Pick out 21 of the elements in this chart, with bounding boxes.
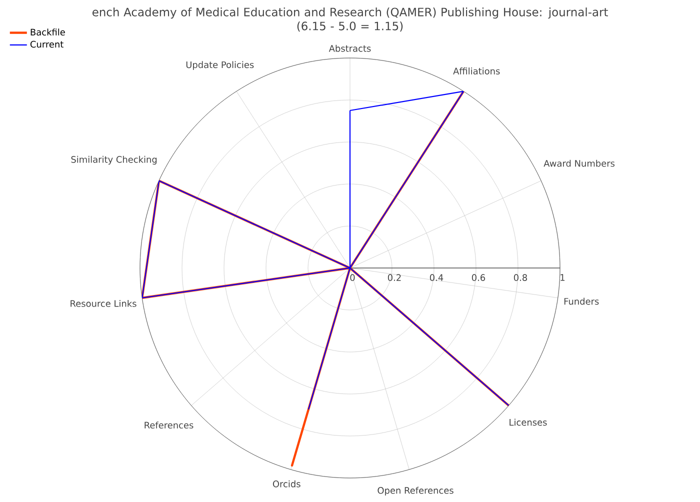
spoke-label: Abstracts: [328, 45, 371, 52]
legend-label: Current: [30, 41, 64, 48]
legend-label: Backfile: [30, 28, 65, 36]
spoke-label: Affiliations: [453, 68, 500, 75]
y-tick-label: 0.6: [472, 274, 486, 282]
spoke-label: Orcids: [272, 480, 300, 488]
chart-subtitle: (6.15 - 5.0 = 1.15): [297, 22, 403, 32]
y-tick-label: 0.8: [514, 274, 528, 282]
spoke-label: Resource Links: [70, 300, 136, 308]
y-tick-label: 1: [560, 274, 565, 281]
spoke-label: Update Policies: [186, 61, 254, 70]
y-tick-label: 0: [350, 274, 355, 282]
spoke-label: Award Numbers: [544, 160, 615, 167]
spoke-label: Open References: [378, 487, 454, 496]
y-tick-label: 0.2: [388, 274, 401, 282]
spoke-label: Similarity Checking: [71, 156, 157, 165]
y-tick-label: 0.4: [430, 274, 444, 282]
spoke-label: Funders: [564, 298, 599, 305]
spoke-label: References: [144, 422, 194, 429]
spoke-label: Licenses: [510, 419, 547, 426]
chart-title: ench Academy of Medical Education and Research (QAMER) Publishing House: journal-art: [92, 8, 608, 19]
